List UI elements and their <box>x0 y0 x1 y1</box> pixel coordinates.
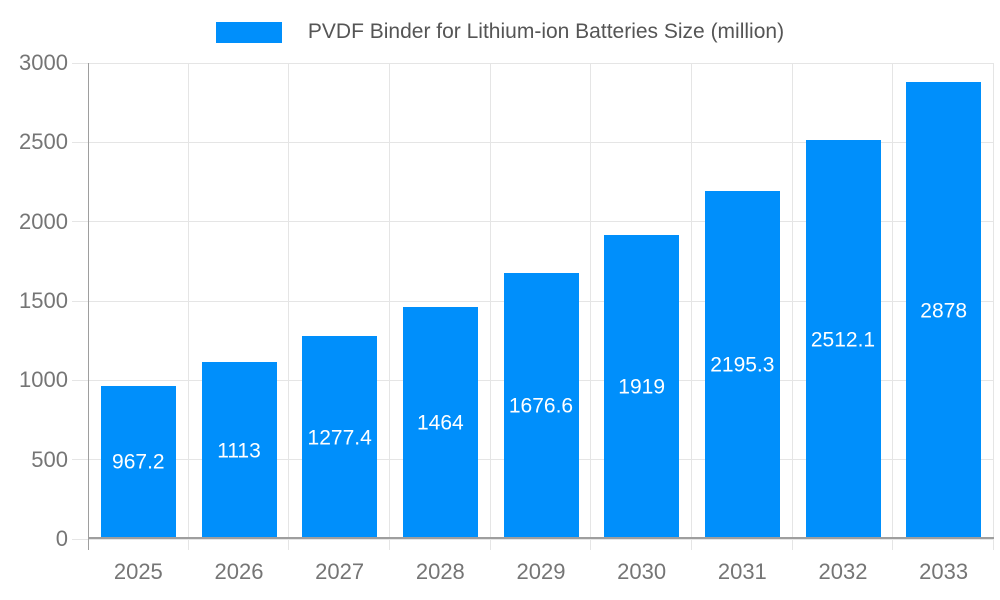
y-axis: 0 500 1000 1500 2000 2500 3000 <box>0 50 68 551</box>
bar-value-label: 1464 <box>416 411 464 435</box>
y-tick-label: 1000 <box>19 367 68 393</box>
bar-value-label: 2512.1 <box>810 328 876 352</box>
h-gridline <box>72 538 994 540</box>
x-tick-label: 2031 <box>717 559 767 584</box>
h-gridline <box>72 141 994 143</box>
bar-2029: 1676.6 <box>503 272 579 539</box>
legend-item[interactable]: PVDF Binder for Lithium-ion Batteries Si… <box>0 20 1000 44</box>
bar-value-label: 2878 <box>920 299 968 323</box>
legend-label: PVDF Binder for Lithium-ion Batteries Si… <box>307 20 785 43</box>
y-tick-label: 0 <box>55 526 68 551</box>
h-gridline <box>72 62 994 64</box>
v-gridline <box>993 63 994 550</box>
v-gridline <box>590 63 592 550</box>
y-tick-label: 500 <box>31 446 68 472</box>
x-axis: 2025 2026 2027 2028 2029 2030 2031 2032 2033 <box>88 559 994 589</box>
y-axis-line <box>88 63 89 550</box>
bar-value-label: 967.2 <box>112 450 165 474</box>
v-gridline <box>489 63 491 550</box>
bar-2027: 1277.4 <box>302 336 378 539</box>
bar-2030: 1919 <box>604 234 680 539</box>
x-axis-line <box>88 537 994 539</box>
x-tick-label: 2029 <box>516 559 566 584</box>
bar-2028: 1464 <box>402 306 478 539</box>
v-gridline <box>288 63 290 550</box>
x-tick-label: 2025 <box>113 559 163 584</box>
v-gridline <box>892 63 894 550</box>
bar-2033: 2878 <box>906 82 982 539</box>
y-tick-label: 3000 <box>19 50 68 75</box>
x-tick-label: 2032 <box>818 559 868 584</box>
x-tick-label: 2028 <box>415 559 465 584</box>
bar-value-label: 1919 <box>618 375 666 399</box>
x-tick-label: 2026 <box>214 559 264 584</box>
y-tick-label: 1500 <box>19 288 68 313</box>
plot-area: 967.2 1113 1277.4 1464 1676.6 1919 2195.3 2512.… <box>72 62 994 550</box>
h-gridline <box>72 221 994 223</box>
y-tick-label: 2500 <box>19 129 68 155</box>
bar-2026: 1113 <box>201 362 277 539</box>
x-tick-label: 2030 <box>617 559 667 584</box>
x-tick-label: 2033 <box>919 559 969 584</box>
v-gridline <box>691 63 692 550</box>
bar-value-label: 2195.3 <box>710 353 775 377</box>
v-gridline <box>389 63 390 550</box>
bar-value-label: 1277.4 <box>307 426 372 450</box>
bar-2031: 2195.3 <box>704 190 780 539</box>
bar-value-label: 1676.6 <box>508 394 574 418</box>
bar-2025: 967.2 <box>100 385 176 539</box>
y-tick-label: 2000 <box>19 208 68 234</box>
v-gridline <box>187 63 189 550</box>
bar-2032: 2512.1 <box>805 140 881 539</box>
legend-swatch <box>215 21 282 43</box>
v-gridline <box>791 63 793 550</box>
x-tick-label: 2027 <box>315 559 365 584</box>
bar-value-label: 1113 <box>217 439 261 463</box>
